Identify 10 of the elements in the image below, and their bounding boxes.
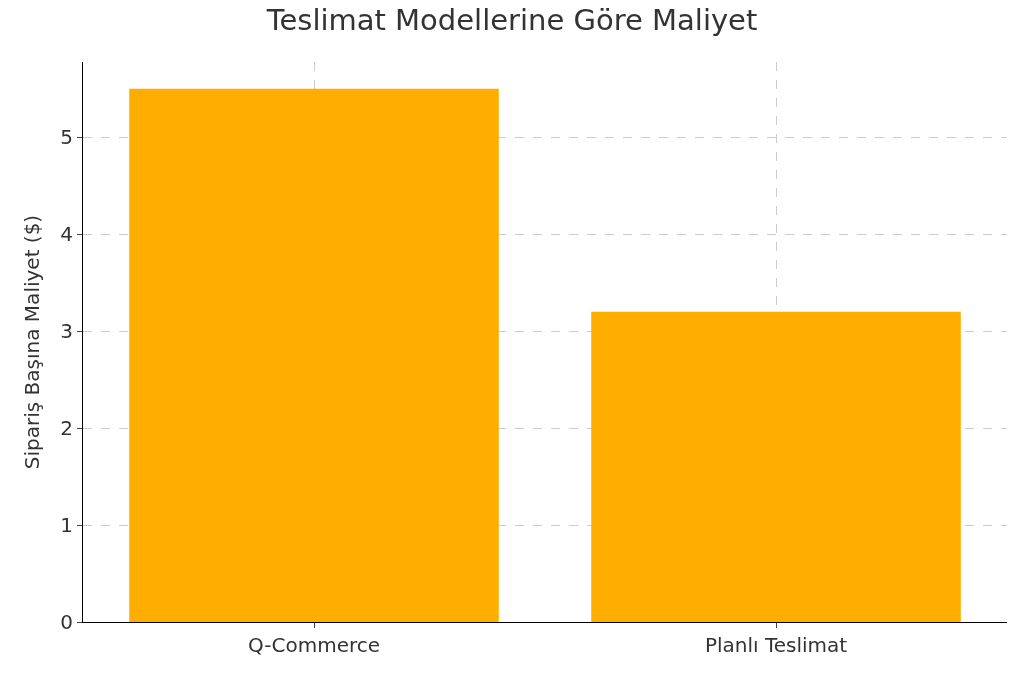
chart-title: Teslimat Modellerine Göre Maliyet	[265, 3, 758, 38]
x-tick-label: Q-Commerce	[247, 633, 381, 658]
x-tick-label: Planlı Teslimat	[704, 633, 848, 658]
y-tick-label: 3	[60, 319, 73, 344]
y-tick-label: 1	[60, 513, 73, 538]
y-tick-label: 5	[60, 125, 73, 150]
y-tick-label: 2	[60, 416, 73, 441]
y-tick-label: 4	[60, 222, 73, 247]
y-tick-label: 0	[60, 610, 73, 634]
y-axis-title: Sipariş Başına Maliyet ($)	[19, 214, 44, 470]
